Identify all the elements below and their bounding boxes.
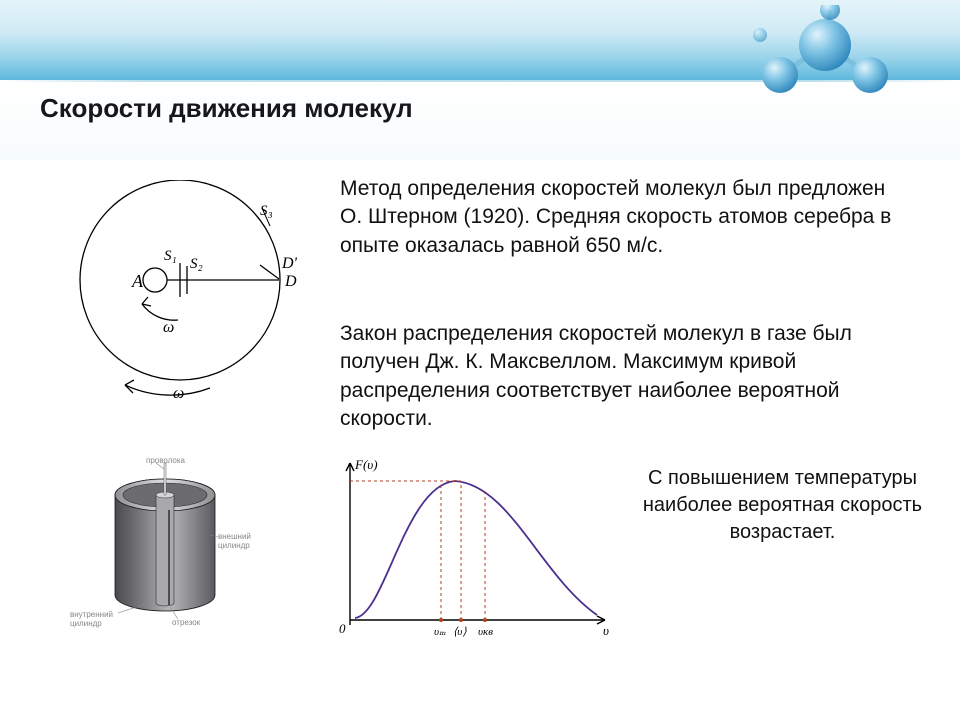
- label-wire: проволока: [146, 456, 186, 465]
- label-slit: отрезок: [172, 618, 201, 627]
- stern-experiment-diagram: A S₁ S₂ S₃ D D' ω ω: [60, 180, 320, 400]
- paragraph-maxwell: Закон распределения скоростей молекул в …: [340, 320, 910, 433]
- label-inner-cyl: внутреннийцилиндр: [70, 610, 113, 628]
- content-area: A S₁ S₂ S₃ D D' ω ω Метод определения ск…: [30, 175, 930, 690]
- axis-label-y: F(υ): [354, 457, 378, 472]
- mark-vm: υₘ: [434, 626, 446, 638]
- label-Dprime: D': [281, 255, 298, 272]
- apparatus-cylinder: проволока внешнийцилиндр внутреннийцилин…: [70, 455, 255, 640]
- mark-vkv: υкв: [478, 626, 493, 638]
- slide-title: Скорости движения молекул: [40, 93, 413, 124]
- molecule-decoration: [740, 5, 900, 125]
- label-D: D: [284, 273, 297, 290]
- label-A: A: [131, 271, 144, 291]
- maxwell-distribution-chart: F(υ) υ 0 υₘ ⟨υ⟩ υкв: [315, 455, 615, 645]
- label-outer-cyl: внешнийцилиндр: [218, 532, 251, 550]
- label-S1: S₁: [164, 248, 177, 264]
- axis-origin: 0: [339, 621, 346, 636]
- mark-vavg: ⟨υ⟩: [453, 626, 467, 638]
- paragraph-stern: Метод определения скоростей молекул был …: [340, 175, 910, 260]
- label-S2: S₂: [190, 256, 203, 272]
- axis-label-x: υ: [603, 623, 609, 638]
- paragraph-temperature: С повышением температуры наиболее вероят…: [640, 465, 925, 546]
- header-band: Скорости движения молекул: [0, 0, 960, 160]
- label-omega-inner: ω: [163, 319, 174, 336]
- label-omega-outer: ω: [173, 385, 184, 400]
